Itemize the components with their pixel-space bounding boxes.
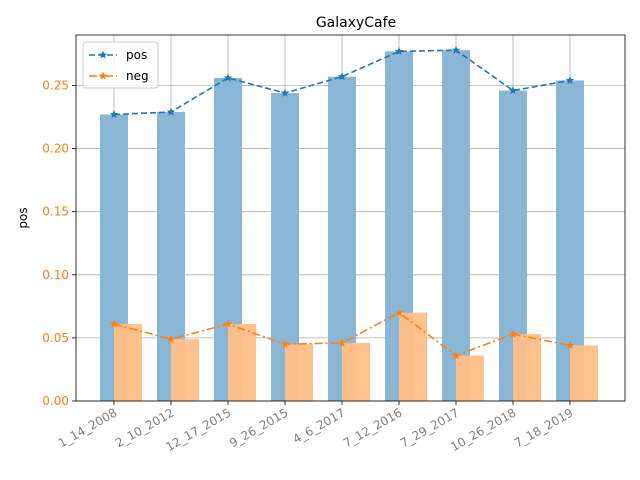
marker-neg: [565, 340, 575, 350]
x-tick-label: 9_26_2015: [227, 405, 291, 450]
y-axis-label: pos: [16, 207, 30, 228]
marker-neg: [508, 329, 518, 338]
marker-pos: [451, 45, 461, 54]
bar-neg: [285, 344, 313, 401]
marker-pos: [337, 72, 347, 81]
marker-pos: [166, 107, 176, 116]
marker-neg: [166, 334, 176, 343]
marker-pos: [280, 88, 290, 97]
marker-neg: [394, 308, 404, 317]
bar-neg: [171, 339, 199, 401]
x-tick-label: 1_14_2008: [56, 405, 120, 450]
marker-neg: [109, 319, 119, 328]
series-lines: [109, 45, 575, 360]
y-tick-label: 0.10: [42, 268, 69, 282]
bar-neg: [456, 355, 484, 401]
bar-neg: [513, 334, 541, 401]
marker-pos: [109, 110, 119, 119]
legend-marker-neg: [98, 71, 108, 80]
marker-pos: [565, 75, 575, 85]
y-tick-label: 0.20: [42, 142, 69, 156]
x-tick-label: 7_12_2016: [341, 405, 405, 450]
x-tick-label: 7_18_2019: [512, 405, 576, 450]
x-tick-label: 4_6_2017: [290, 405, 347, 446]
y-tick-label: 0.05: [42, 331, 69, 345]
y-tick-label: 0.25: [42, 78, 69, 92]
marker-neg: [280, 339, 290, 348]
bars: [100, 50, 598, 402]
y-tick-label: 0.15: [42, 205, 69, 219]
bar-neg: [342, 342, 370, 401]
plot-frame: [75, 34, 626, 402]
chart-title: GalaxyCafe: [316, 15, 396, 31]
marker-pos: [394, 46, 404, 56]
bar-neg: [570, 345, 598, 401]
legend: pos neg: [82, 41, 159, 89]
series-line-pos: [113, 49, 571, 116]
bar-pos: [442, 50, 470, 401]
x-tick-label: 10_26_2018: [448, 405, 518, 454]
marker-pos: [223, 73, 233, 82]
marker-pos: [508, 86, 518, 95]
x-tick-label: 12_17_2015: [163, 405, 233, 454]
legend-marker-pos: [98, 50, 108, 59]
legend-label-pos: pos: [126, 48, 147, 62]
legend-label-neg: neg: [126, 69, 149, 83]
marker-neg: [223, 319, 233, 328]
marker-neg: [337, 338, 347, 347]
marker-neg: [451, 351, 461, 360]
bar-neg: [228, 324, 256, 401]
bar-neg: [399, 312, 427, 401]
y-tick-label: 0.00: [42, 394, 69, 408]
bar-neg: [114, 324, 142, 401]
axes: [72, 34, 626, 405]
